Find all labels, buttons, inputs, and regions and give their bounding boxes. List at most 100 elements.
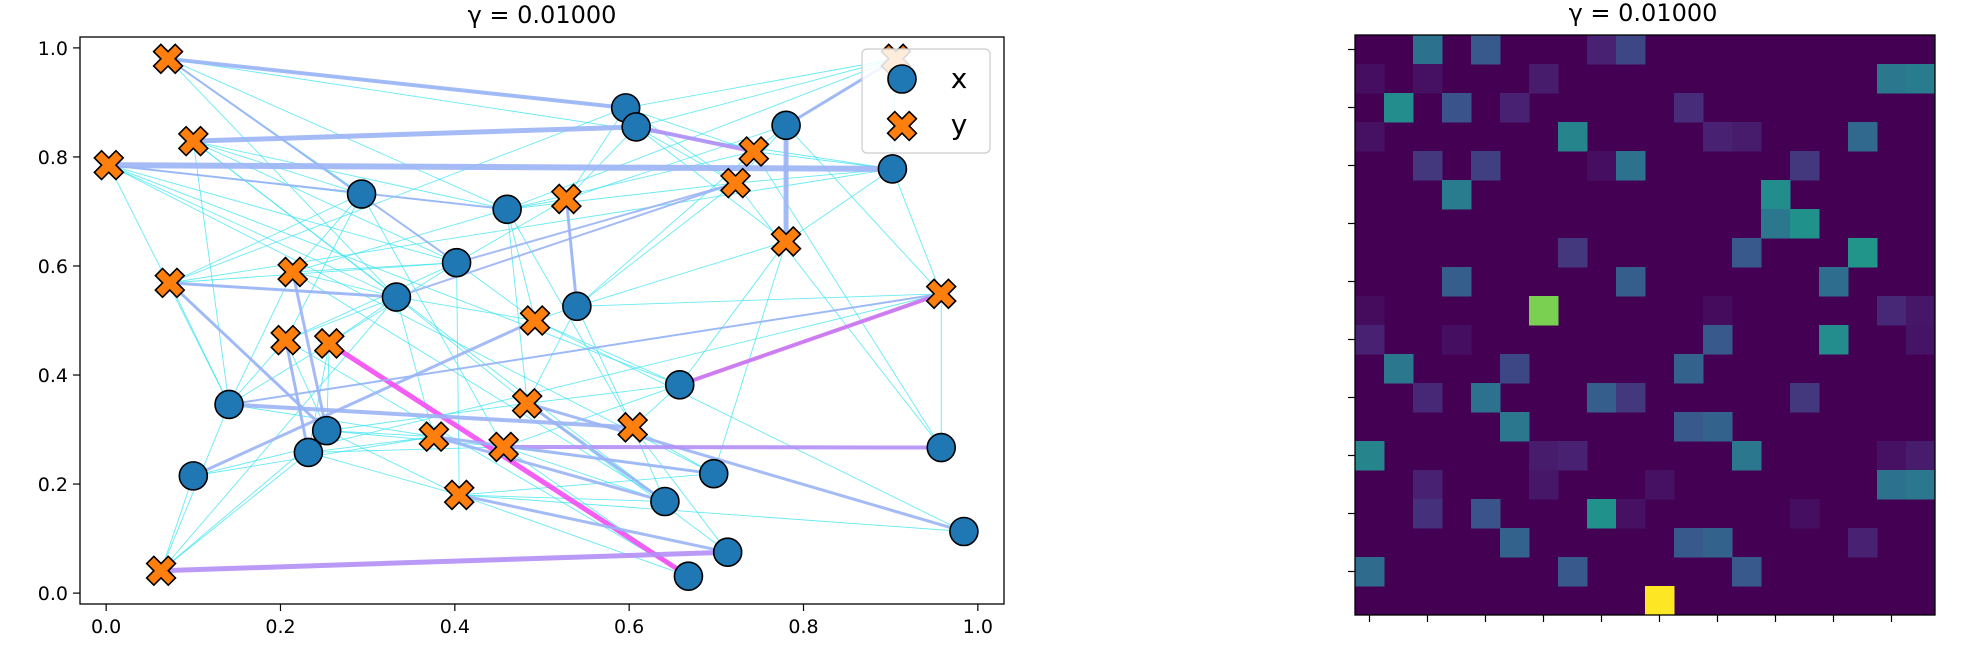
heatmap-cell bbox=[1384, 93, 1414, 123]
heatmap-cell bbox=[1732, 122, 1762, 152]
y-point bbox=[418, 421, 450, 453]
transport-link bbox=[396, 296, 536, 321]
matched-link bbox=[166, 56, 628, 110]
transport-link bbox=[326, 430, 460, 496]
transport-link bbox=[459, 494, 665, 502]
transport-link bbox=[160, 452, 309, 572]
transport-link bbox=[285, 339, 689, 577]
matched-link bbox=[107, 164, 509, 211]
heatmap-cell bbox=[1558, 238, 1588, 268]
heatmap-cell bbox=[1645, 586, 1675, 616]
transport-link bbox=[292, 193, 362, 273]
matched-link bbox=[168, 281, 329, 433]
matched-link bbox=[105, 162, 896, 172]
y-tick-label: 0.8 bbox=[38, 147, 68, 169]
transport-link bbox=[459, 494, 964, 532]
heatmap-cell bbox=[1529, 296, 1559, 326]
heatmap-cell bbox=[1355, 122, 1385, 152]
transport-link bbox=[785, 168, 893, 242]
heatmap-cell bbox=[1906, 441, 1936, 471]
heatmap-cell bbox=[1471, 151, 1501, 181]
heatmap-cell bbox=[1355, 64, 1385, 94]
x-points bbox=[178, 93, 979, 591]
heatmap-cell bbox=[1674, 528, 1704, 558]
heatmap-cells bbox=[1355, 35, 1936, 616]
x-point bbox=[650, 486, 680, 517]
heatmap-cell bbox=[1500, 354, 1530, 384]
heatmap-cell bbox=[1790, 499, 1820, 529]
transport-link bbox=[326, 430, 434, 438]
x-tick-label: 0.2 bbox=[265, 616, 295, 638]
heatmap-cell bbox=[1732, 557, 1762, 587]
scatter-title: γ = 0.01000 bbox=[468, 1, 617, 29]
y-point bbox=[443, 479, 475, 511]
matched-link bbox=[291, 270, 329, 433]
heatmap-cell bbox=[1848, 528, 1878, 558]
heatmap-cell bbox=[1674, 354, 1704, 384]
heatmap-cell bbox=[1500, 528, 1530, 558]
matched-link bbox=[167, 57, 458, 264]
transport-link bbox=[228, 271, 294, 405]
heatmap-cell bbox=[1442, 267, 1472, 297]
transport-link bbox=[503, 384, 680, 448]
transport-link bbox=[108, 164, 397, 298]
transport-link bbox=[456, 262, 460, 495]
y-tick-label: 1.0 bbox=[38, 38, 68, 60]
heatmap-cell bbox=[1703, 122, 1733, 152]
heatmap-cell bbox=[1442, 93, 1472, 123]
heatmap-ticks bbox=[1348, 48, 1893, 622]
y-point bbox=[770, 225, 802, 257]
x-point bbox=[664, 370, 695, 400]
matched-link bbox=[284, 338, 310, 454]
transport-link bbox=[285, 296, 397, 341]
transport-link bbox=[636, 58, 897, 128]
transport-link bbox=[308, 436, 434, 453]
heatmap-cell bbox=[1848, 238, 1878, 268]
y-point bbox=[277, 256, 309, 288]
x-tick-label: 0.6 bbox=[614, 616, 644, 638]
scatter-x-axis: 0.0 0.2 0.4 0.6 0.8 1.0 bbox=[91, 604, 993, 638]
transport-link bbox=[167, 58, 397, 298]
heatmap-cell bbox=[1558, 122, 1588, 152]
heatmap-cell bbox=[1732, 238, 1762, 268]
x-point bbox=[877, 154, 908, 184]
heatmap-panel: γ = 0.01000 bbox=[1348, 0, 1936, 622]
heatmap-cell bbox=[1761, 180, 1791, 210]
transport-link bbox=[285, 262, 457, 341]
y-point bbox=[152, 43, 184, 75]
heatmap-cell bbox=[1558, 441, 1588, 471]
x-point bbox=[949, 516, 979, 547]
transport-link bbox=[713, 241, 787, 474]
heatmap-cell bbox=[1674, 412, 1704, 442]
transport-link bbox=[160, 296, 397, 572]
y-point bbox=[719, 167, 752, 199]
transport-link bbox=[169, 262, 457, 284]
scatter-axes-frame bbox=[79, 36, 1005, 605]
transport-link bbox=[326, 430, 504, 448]
transport-link bbox=[192, 141, 230, 405]
y-point bbox=[488, 431, 520, 463]
heatmap-cell bbox=[1442, 325, 1472, 355]
matched-link bbox=[677, 291, 944, 387]
transport-link bbox=[506, 209, 536, 321]
transport-link bbox=[459, 494, 689, 577]
transport-link bbox=[576, 182, 736, 307]
heatmap-cell bbox=[1587, 499, 1617, 529]
matched-link bbox=[525, 401, 667, 504]
y-point bbox=[177, 125, 209, 157]
transport-link bbox=[576, 306, 634, 428]
transport-link bbox=[635, 126, 787, 242]
transport-link bbox=[527, 384, 680, 404]
transport-link bbox=[228, 343, 330, 405]
x-point bbox=[673, 561, 704, 591]
heatmap-cell bbox=[1587, 151, 1617, 181]
heatmap-cell bbox=[1906, 325, 1936, 355]
heatmap-cell bbox=[1906, 64, 1936, 94]
scatter-y-axis: 0.0 0.2 0.4 0.6 0.8 1.0 bbox=[38, 38, 80, 605]
x-point bbox=[621, 112, 651, 142]
x-point bbox=[214, 389, 244, 420]
heatmap-cell bbox=[1616, 267, 1646, 297]
heatmap-cell bbox=[1906, 470, 1936, 500]
transport-link bbox=[361, 193, 505, 448]
